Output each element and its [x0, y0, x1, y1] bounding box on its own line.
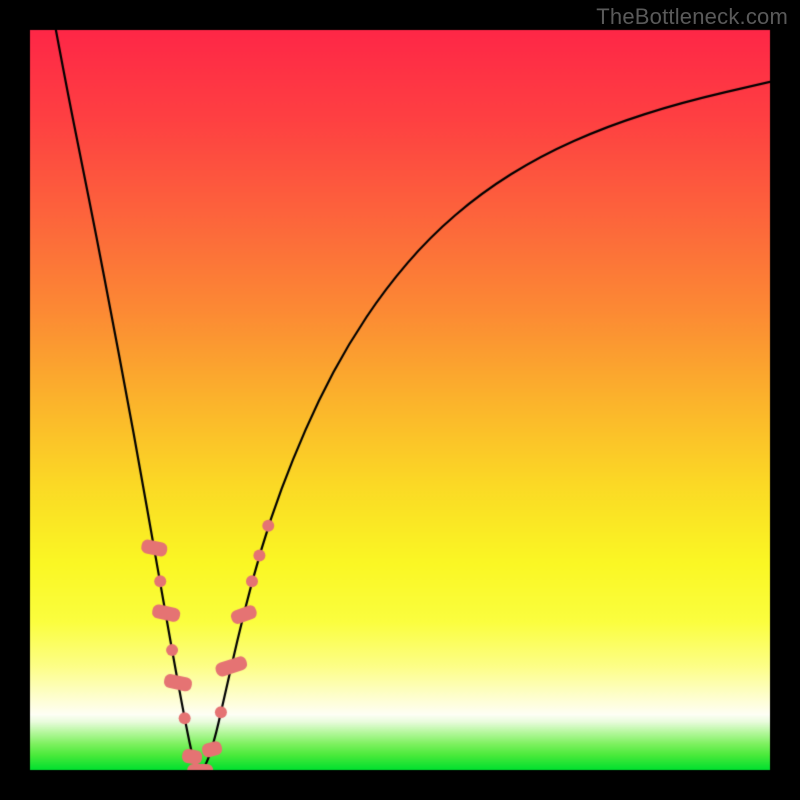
chart-canvas [0, 0, 800, 800]
watermark-text: TheBottleneck.com [596, 4, 788, 30]
chart-stage: TheBottleneck.com [0, 0, 800, 800]
